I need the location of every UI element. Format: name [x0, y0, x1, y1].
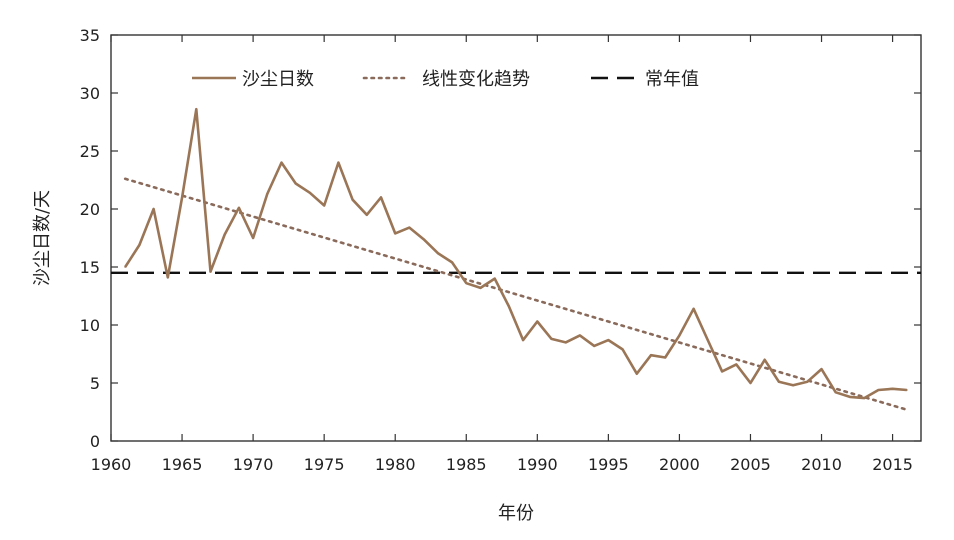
series-line-1 — [123, 177, 909, 412]
y-tick-label: 20 — [80, 200, 100, 219]
x-axis-title: 年份 — [498, 503, 534, 524]
data-point — [465, 282, 468, 285]
y-tick-label: 30 — [80, 84, 100, 103]
x-tick-label: 2010 — [801, 455, 842, 474]
data-point — [451, 261, 453, 264]
data-point — [820, 368, 823, 370]
legend-label-1: 线性变化趋势 — [422, 69, 530, 90]
data-point — [863, 397, 866, 399]
data-point — [479, 287, 482, 289]
y-tick-label: 35 — [80, 26, 100, 45]
data-point — [508, 305, 510, 308]
data-point — [806, 380, 809, 383]
data-point — [436, 252, 439, 255]
data-point — [138, 244, 141, 246]
data-point — [792, 384, 794, 387]
data-point — [721, 370, 723, 373]
data-point — [309, 191, 311, 194]
data-point — [650, 354, 652, 357]
y-tick-label: 25 — [80, 142, 100, 161]
data-point — [394, 232, 397, 235]
legend-label-2: 常年值 — [645, 69, 699, 90]
data-point — [238, 206, 240, 209]
data-point — [849, 396, 851, 398]
x-tick-label: 2015 — [872, 455, 913, 474]
data-point — [735, 363, 738, 366]
plot-frame — [110, 34, 922, 442]
data-point — [635, 372, 638, 375]
x-tick-label: 1965 — [162, 455, 203, 474]
data-point — [905, 389, 908, 391]
data-point — [323, 204, 326, 207]
data-point — [493, 277, 496, 280]
data-point — [280, 161, 283, 164]
data-point — [564, 341, 567, 344]
data-point — [891, 387, 894, 390]
data-point — [522, 339, 524, 341]
series-line-0 — [124, 107, 907, 400]
data-point — [252, 237, 255, 239]
data-point — [152, 208, 155, 210]
y-tick-label: 0 — [90, 432, 100, 451]
data-point — [621, 348, 624, 351]
data-point — [593, 345, 596, 347]
data-point — [124, 266, 127, 268]
data-point — [266, 193, 269, 195]
data-point — [763, 358, 766, 361]
data-point — [408, 226, 411, 229]
legend-label-0: 沙尘日数 — [242, 69, 314, 90]
data-point — [422, 238, 425, 241]
y-tick-label: 5 — [90, 374, 100, 393]
data-point — [223, 233, 226, 236]
data-point — [664, 356, 667, 359]
x-tick-label: 1975 — [304, 455, 345, 474]
data-point — [351, 198, 354, 201]
y-tick-label: 10 — [80, 316, 100, 335]
x-tick-label: 1980 — [375, 455, 416, 474]
data-point — [778, 380, 780, 383]
data-point — [706, 339, 709, 341]
data-point — [877, 389, 880, 391]
data-point — [579, 334, 581, 337]
data-point — [834, 391, 837, 394]
data-point — [209, 270, 212, 273]
x-tick-label: 1990 — [517, 455, 558, 474]
data-point — [678, 334, 681, 337]
data-point — [365, 213, 368, 216]
data-point — [550, 338, 553, 340]
data-point — [181, 196, 184, 199]
y-axis-title: 沙尘日数/天 — [32, 190, 53, 286]
data-point — [195, 108, 198, 111]
data-point — [536, 320, 539, 323]
data-point — [749, 382, 752, 384]
x-tick-label: 2000 — [659, 455, 700, 474]
x-tick-label: 1985 — [446, 455, 487, 474]
data-point — [380, 196, 382, 199]
data-point — [607, 339, 610, 341]
x-tick-label: 1995 — [588, 455, 629, 474]
data-point — [337, 161, 340, 164]
x-tick-label: 1960 — [91, 455, 132, 474]
x-tick-label: 1970 — [233, 455, 274, 474]
data-point — [166, 276, 169, 279]
y-tick-label: 15 — [80, 258, 100, 277]
x-tick-label: 2005 — [730, 455, 771, 474]
data-point — [294, 182, 297, 185]
data-point — [692, 307, 695, 310]
